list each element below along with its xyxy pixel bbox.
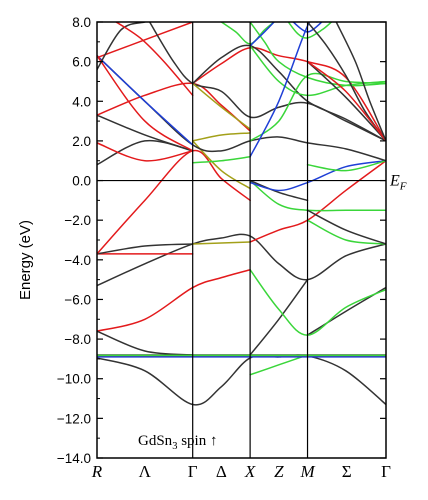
band-line-black-6 xyxy=(249,278,309,356)
kpoint-label: Γ xyxy=(381,462,391,481)
y-tick-label: 4.0 xyxy=(72,94,91,109)
band-line-blue-43 xyxy=(249,22,275,47)
band-line-red-36 xyxy=(191,46,386,142)
spin-annotation: GdSn3 spin ↑ xyxy=(138,433,217,452)
band-line-olive-19 xyxy=(191,140,251,190)
kpoint-label: X xyxy=(244,462,256,481)
annotation-subscript: 3 xyxy=(172,441,177,452)
annotation-suffix: spin ↑ xyxy=(177,433,217,449)
band-line-black-46 xyxy=(306,60,386,142)
fermi-label-sub: F xyxy=(399,181,407,193)
band-line-red-12 xyxy=(97,149,251,255)
band-line-blue-28 xyxy=(97,54,194,146)
band-line-olive-13 xyxy=(191,241,251,245)
band-line-black-37 xyxy=(191,44,386,142)
band-line-black-2 xyxy=(97,354,386,406)
band-line-black-17 xyxy=(306,209,386,245)
kpoint-label: Λ xyxy=(139,462,152,481)
band-lines-group xyxy=(97,22,386,406)
y-tick-label: −14.0 xyxy=(57,451,91,466)
y-tick-label: −8.0 xyxy=(64,332,91,347)
y-tick-label: 8.0 xyxy=(72,15,91,30)
band-line-green-41 xyxy=(220,22,275,45)
band-line-green-16 xyxy=(249,179,386,212)
band-line-red-48 xyxy=(306,60,386,142)
kpoint-label: R xyxy=(91,462,103,481)
y-tick-label: 0.0 xyxy=(72,174,91,189)
kpoint-label: Γ xyxy=(188,462,198,481)
band-line-black-31 xyxy=(97,22,146,71)
band-line-green-15 xyxy=(306,219,386,245)
y-tick-label: −2.0 xyxy=(64,213,91,228)
band-line-green-8 xyxy=(249,354,309,376)
y-tick-label: 6.0 xyxy=(72,55,91,70)
y-tick-label: −10.0 xyxy=(57,372,91,387)
band-line-green-39 xyxy=(249,22,386,87)
kpoint-label: Δ xyxy=(216,462,227,481)
band-line-black-11 xyxy=(97,243,194,255)
kpoint-label: M xyxy=(299,462,315,481)
band-line-blue-42 xyxy=(249,22,318,158)
annotation-prefix: GdSn xyxy=(138,433,173,449)
band-line-black-4 xyxy=(97,330,194,356)
band-line-green-22 xyxy=(306,159,386,172)
band-line-red-29 xyxy=(97,54,194,152)
band-line-red-14 xyxy=(249,159,386,243)
band-line-black-24 xyxy=(97,114,194,152)
band-line-green-21 xyxy=(191,156,251,164)
y-tick-label: 2.0 xyxy=(72,134,91,149)
fermi-level-label: EF xyxy=(389,173,407,193)
fermi-label-main: E xyxy=(389,173,400,190)
kpoint-label: Z xyxy=(274,462,284,481)
band-line-red-26 xyxy=(97,142,194,162)
band-line-olive-34 xyxy=(191,82,251,130)
band-line-black-49 xyxy=(335,22,386,142)
band-line-red-30 xyxy=(97,22,194,59)
y-axis-ticks: 8.0 6.0 4.0 2.0 0.0 −2.0 −4.0 −6.0 −8.0 −10.0 −12.… xyxy=(57,15,386,466)
kpoint-label: Σ xyxy=(342,462,352,481)
y-tick-label: −12.0 xyxy=(57,411,91,426)
band-line-black-18 xyxy=(249,179,309,202)
band-line-olive-35 xyxy=(191,132,251,142)
band-line-green-9 xyxy=(249,268,386,336)
y-tick-label: −4.0 xyxy=(64,253,91,268)
y-axis-title: Energy (eV) xyxy=(17,220,34,300)
kpoint-divider-lines xyxy=(192,22,309,458)
band-line-red-32 xyxy=(115,22,194,97)
band-line-red-3 xyxy=(97,268,251,332)
y-tick-label: −6.0 xyxy=(64,292,91,307)
